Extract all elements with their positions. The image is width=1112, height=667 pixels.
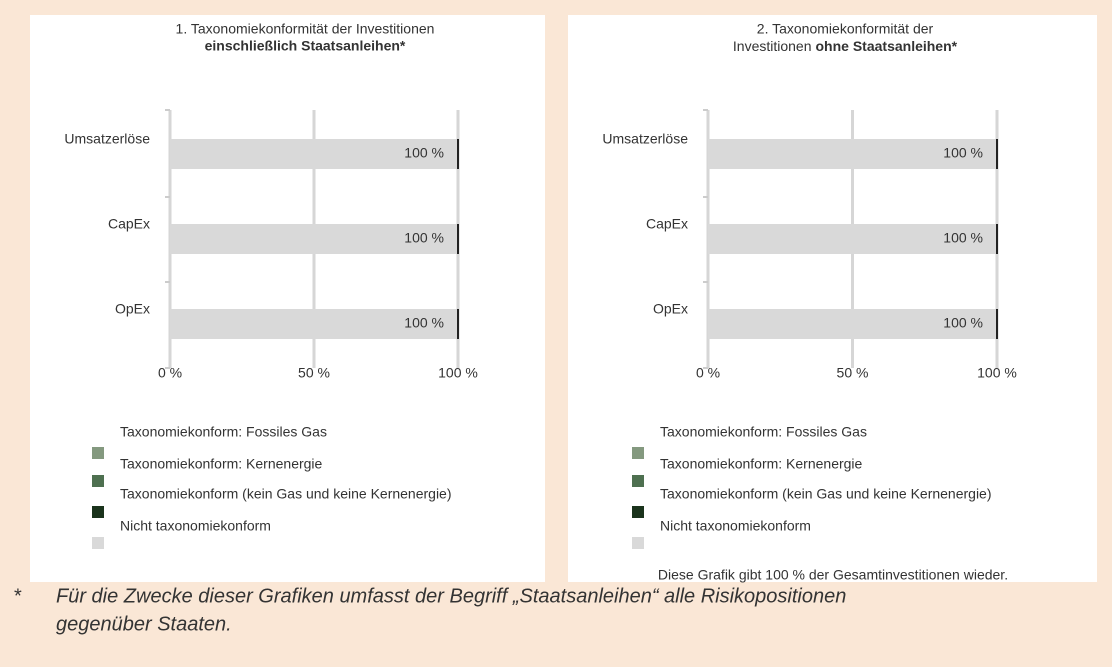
legend-label: Taxonomiekonform: Fossiles Gas	[660, 424, 867, 440]
x-tick-label: 0 %	[158, 365, 182, 381]
bar-segment	[170, 309, 458, 339]
y-tick-label: Umsatzerlöse	[64, 131, 150, 147]
y-tick-label: CapEx	[108, 216, 150, 232]
legend-swatch	[632, 537, 644, 549]
value-label: 100 %	[943, 230, 983, 246]
value-label: 100 %	[943, 145, 983, 161]
legend-label: Nicht taxonomiekonform	[660, 518, 811, 534]
legend-label: Nicht taxonomiekonform	[120, 518, 271, 534]
x-tick-label: 0 %	[696, 365, 720, 381]
legend-label: Taxonomiekonform (kein Gas und keine Ker…	[120, 486, 452, 502]
y-tick-label: OpEx	[115, 301, 150, 317]
panel	[568, 15, 1097, 582]
bar-segment	[708, 224, 997, 254]
note: Diese Grafik gibt 100 % der Gesamtinvest…	[658, 567, 1008, 583]
legend-swatch	[92, 506, 104, 518]
footnote: Für die Zwecke dieser Grafiken umfasst d…	[56, 585, 846, 607]
x-tick-label: 50 %	[298, 365, 330, 381]
legend-label: Taxonomiekonform: Kernenergie	[660, 456, 863, 472]
bar-segment	[708, 309, 997, 339]
chart-title: 2. Taxonomiekonformität der	[757, 21, 934, 37]
legend-swatch	[632, 506, 644, 518]
legend-label: Taxonomiekonform: Kernenergie	[120, 456, 323, 472]
value-label: 100 %	[404, 315, 444, 331]
chart-title: Investitionen	[733, 38, 812, 54]
y-tick-label: OpEx	[653, 301, 688, 317]
footnote: gegenüber Staaten.	[56, 613, 232, 635]
value-label: 100 %	[943, 315, 983, 331]
y-tick-label: CapEx	[646, 216, 688, 232]
legend-swatch	[92, 537, 104, 549]
chart-title: Investitionen ohne Staatsanleihen*	[733, 38, 958, 54]
legend-swatch	[632, 447, 644, 459]
legend-swatch	[92, 447, 104, 459]
x-tick-label: 100 %	[977, 365, 1017, 381]
legend-label: Taxonomiekonform: Fossiles Gas	[120, 424, 327, 440]
value-label: 100 %	[404, 230, 444, 246]
chart-title-bold: einschließlich Staatsanleihen*	[205, 38, 406, 54]
legend-swatch	[632, 475, 644, 487]
footnote-marker: *	[14, 585, 22, 607]
bar-segment	[170, 139, 458, 169]
x-tick-label: 50 %	[837, 365, 869, 381]
bar-segment	[708, 139, 997, 169]
y-tick-label: Umsatzerlöse	[602, 131, 688, 147]
x-tick-label: 100 %	[438, 365, 478, 381]
chart-title-bold: ohne Staatsanleihen*	[816, 38, 958, 54]
value-label: 100 %	[404, 145, 444, 161]
legend-label: Taxonomiekonform (kein Gas und keine Ker…	[660, 486, 992, 502]
bar-segment	[170, 224, 458, 254]
chart-title: 1. Taxonomiekonformität der Investitione…	[176, 21, 435, 37]
legend-swatch	[92, 475, 104, 487]
